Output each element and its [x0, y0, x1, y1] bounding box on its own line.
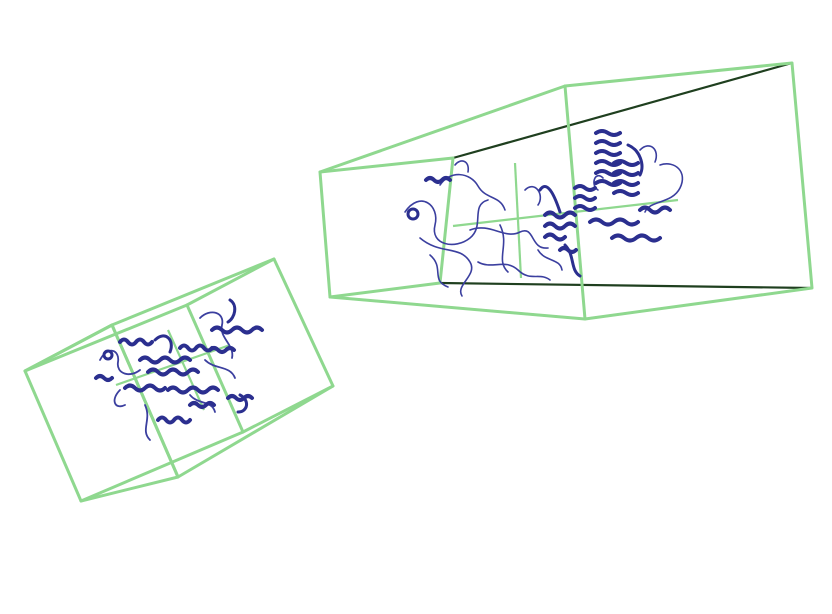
right-bounding-box — [318, 61, 814, 321]
right-protein-ribbon — [404, 129, 684, 297]
left-bounding-box — [23, 257, 335, 503]
left-protein-ribbon — [94, 298, 264, 441]
